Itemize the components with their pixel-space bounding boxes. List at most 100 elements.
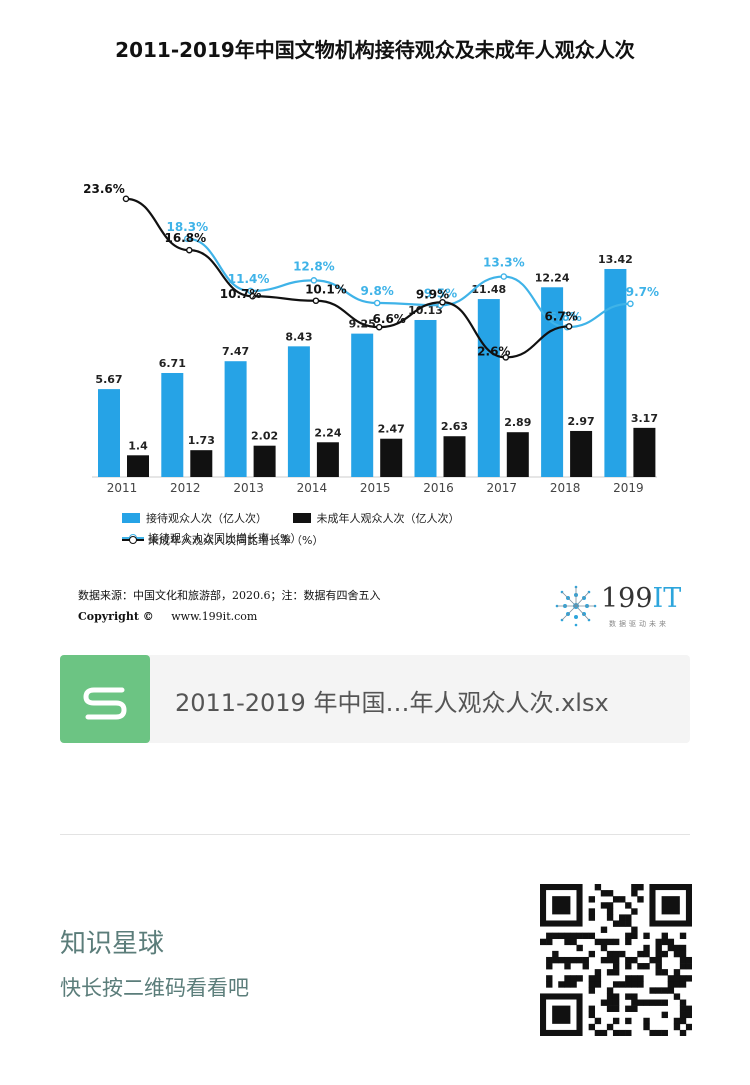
bar-visitors (477, 299, 500, 477)
rate-visitors-label: 9.8% (361, 284, 394, 298)
logo-number: 199 (601, 583, 653, 614)
x-tick-label: 2016 (423, 481, 454, 495)
bar-minors-label: 2.02 (251, 430, 278, 443)
bar-minors (633, 427, 656, 477)
rate-visitors-label: 11.4% (228, 272, 270, 286)
bar-minors-label: 3.17 (631, 412, 658, 425)
planet-subtitle: 快长按二维码看看吧 (60, 976, 249, 1000)
bar-visitors (287, 346, 310, 477)
x-tick-label: 2018 (550, 481, 581, 495)
rate-minors-point (122, 195, 130, 203)
legend-label: 未成年人观众人次同比增长率（%） (148, 534, 324, 547)
bar-visitors-label: 7.47 (222, 345, 249, 358)
rate-visitors-label: 18.3% (166, 220, 208, 234)
copyright-label: Copyright © (78, 610, 154, 623)
bar-minors (443, 436, 466, 477)
rate-minors-point (439, 298, 446, 306)
legend-line-black (122, 535, 144, 545)
x-tick-label: 2013 (233, 481, 264, 495)
file-name: 2011-2019 年中国…年人观众人次.xlsx (175, 689, 609, 717)
bar-minors (127, 455, 149, 477)
bar-minors (190, 450, 213, 477)
copyright-line: Copyright © www.199it.com (78, 610, 257, 623)
x-tick-label: 2015 (360, 481, 391, 495)
logo-text: 199IT (601, 583, 681, 614)
rate-minors-label: 16.8% (164, 231, 206, 245)
bar-minors-label: 2.47 (378, 423, 405, 436)
rate-minors-point (312, 297, 320, 305)
rate-minors-label: 10.7% (220, 287, 262, 301)
bar-visitors-label: 12.24 (535, 271, 570, 284)
bar-minors-label: 1.4 (128, 439, 148, 452)
x-tick-label: 2017 (487, 481, 518, 495)
bar-minors (316, 442, 339, 477)
legend-minors-bar: 未成年人观众人次（亿人次） (292, 508, 460, 528)
rate-visitors-point (183, 235, 191, 243)
bar-visitors (224, 361, 247, 477)
rate-visitors-label: 12.8% (293, 259, 335, 273)
bar-visitors-label: 10.13 (408, 304, 443, 317)
bar-visitors (604, 268, 627, 477)
legend-swatch-black (292, 513, 311, 523)
rate-visitors-point (310, 277, 318, 284)
rate-visitors-label: 9.5% (424, 286, 457, 300)
chart-legend: 接待观众人次（亿人次） 未成年人观众人次（亿人次） 接待观众人次同比增长率（%）… (122, 508, 682, 552)
rate-visitors-point (627, 300, 634, 308)
bar-visitors-label: 5.67 (95, 373, 122, 386)
rate-minors-label: 10.1% (305, 283, 347, 297)
rate-minors-label: 9.9% (416, 287, 449, 301)
x-tick-label: 2014 (297, 481, 328, 495)
chart: 5.67 1.4 2011 6.71 1.73 2012 7.47 2.02 2013 8.43 2… (83, 182, 659, 495)
rate-minors-label: 2.6% (477, 344, 510, 358)
rate-minors-label: 6.6% (373, 312, 406, 326)
bar-visitors (414, 319, 437, 477)
bar-visitors-label: 13.42 (598, 253, 633, 266)
bar-minors (570, 430, 593, 477)
bar-minors-label: 2.97 (568, 415, 595, 428)
planet-title: 知识星球 (60, 929, 165, 959)
x-tick-label: 2011 (107, 481, 138, 495)
legend-swatch-blue (122, 513, 140, 523)
logo-tagline: 数据驱动未来 (609, 620, 669, 628)
bar-visitors-label: 8.43 (285, 330, 312, 343)
rate-minors-point (249, 292, 256, 300)
rate-minors-point (185, 246, 193, 254)
rate-minors-point (375, 323, 383, 331)
bar-visitors-label: 6.71 (159, 357, 186, 370)
rate-visitors-label: 13.3% (483, 256, 525, 270)
x-tick-label: 2019 (613, 481, 644, 495)
data-source-note: 数据来源：中国文化和旅游部，2020.6；注：数据有四舍五入 (78, 589, 381, 602)
rate-minors-label: 23.6% (83, 182, 125, 196)
file-attachment[interactable]: 2011-2019 年中国…年人观众人次.xlsx (60, 655, 690, 743)
legend-label: 未成年人观众人次（亿人次） (316, 512, 460, 525)
rate-minors-point (565, 323, 573, 330)
bar-minors (380, 438, 403, 477)
chart-title: 2011-2019年中国文物机构接待观众及未成年人观众人次 (115, 38, 635, 62)
bar-minors (253, 445, 276, 477)
bar-minors-label: 1.73 (188, 434, 215, 447)
dandelion-logo-icon (555, 585, 597, 627)
legend-label: 接待观众人次（亿人次） (146, 512, 267, 525)
bar-minors-label: 2.89 (504, 416, 531, 429)
qr-code-icon[interactable] (540, 884, 692, 1036)
rate-minors-point (502, 354, 510, 361)
rate-visitors-point (373, 299, 381, 307)
rate-minors-label: 6.7% (544, 309, 577, 323)
copyright-site: www.199it.com (171, 610, 258, 623)
bar-visitors (161, 372, 184, 477)
legend-label: 接待观众人次同比增长率（%） (148, 532, 302, 545)
bar-minors-label: 2.24 (314, 426, 341, 439)
rate-visitors-label: 9.7% (626, 285, 659, 299)
rate-visitors-point (500, 273, 508, 280)
legend-minors-line: 未成年人观众人次同比增长率（%） (122, 530, 323, 550)
logo-suffix: IT (652, 583, 682, 614)
bar-minors-label: 2.63 (441, 420, 468, 433)
bar-visitors-label: 11.48 (471, 283, 506, 296)
bar-visitors (351, 333, 374, 477)
rate-visitors-point (247, 287, 254, 295)
legend-visitors-bar: 接待观众人次（亿人次） (122, 508, 267, 528)
bar-minors (506, 432, 529, 477)
x-tick-label: 2012 (170, 481, 201, 495)
bar-visitors (98, 389, 120, 477)
s-letter-icon (83, 687, 127, 720)
